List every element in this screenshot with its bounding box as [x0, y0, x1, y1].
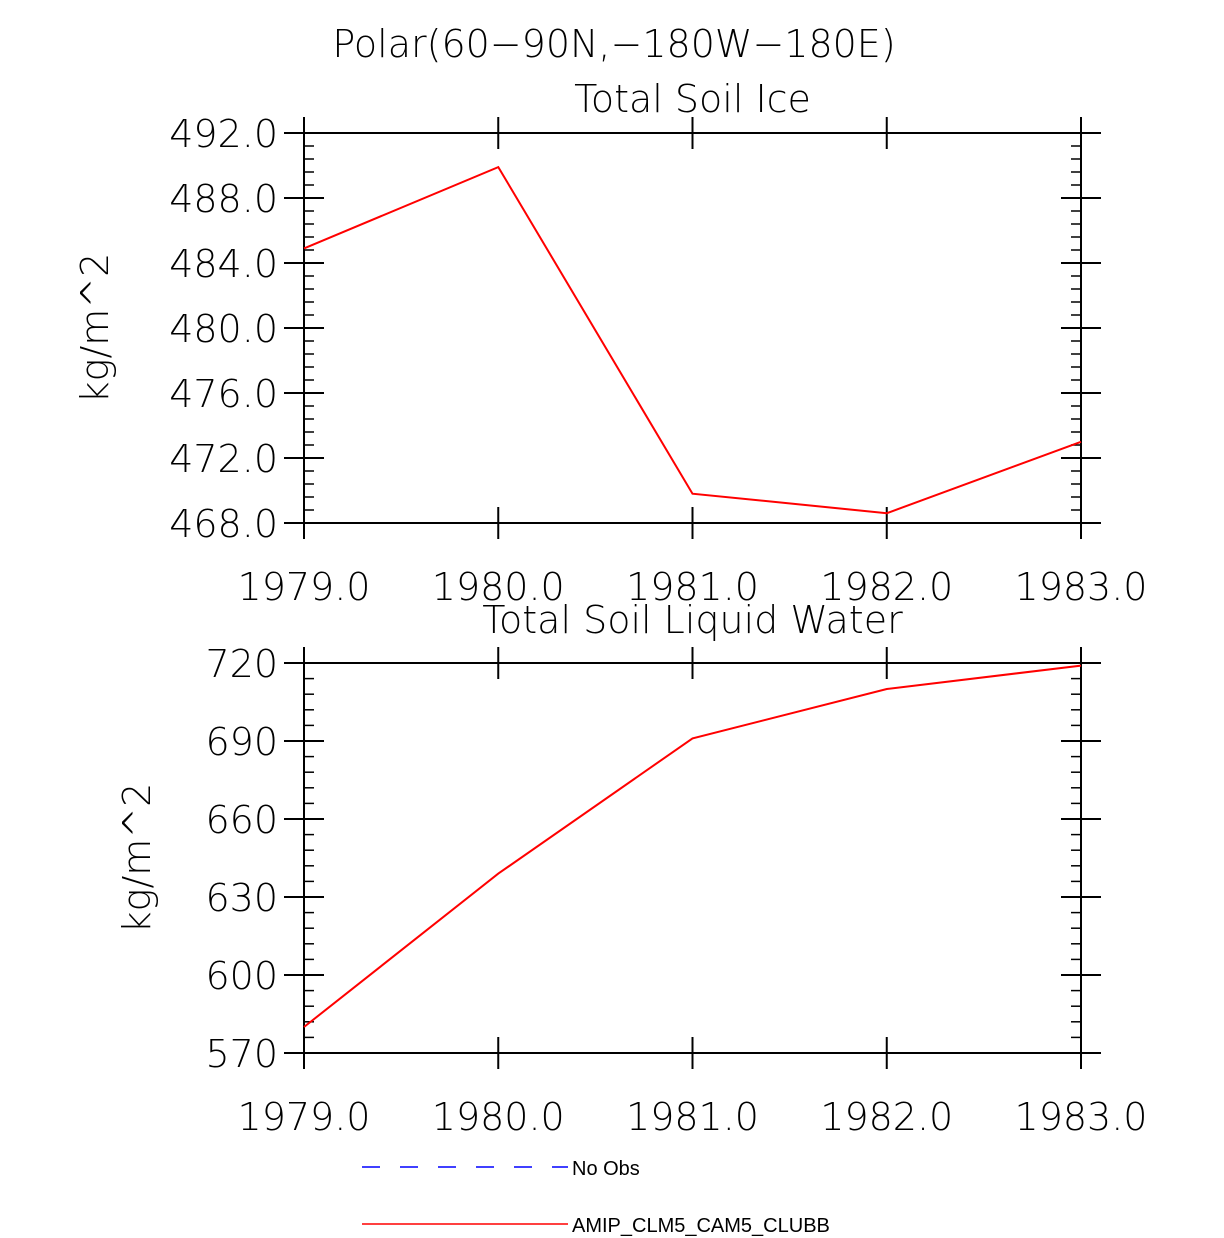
liquid-plot-frame [303, 662, 1082, 1054]
legend-label: No Obs [572, 1158, 640, 1180]
ice-plot-frame [303, 132, 1082, 524]
ice-x-tick-label: 1981.0 [626, 565, 759, 609]
liquid-x-tick-label: 1980.0 [432, 1095, 565, 1139]
ice-y-axis-label: kg/m^2 [73, 253, 117, 404]
liquid-panel: 570 600 630 660 690 720 1979.0 1980.0 1981.0 1982… [115, 598, 1147, 1139]
ice-y-tick-label: 480.0 [169, 307, 278, 351]
legend-label: AMIP_CLM5_CAM5_CLUBB [572, 1215, 830, 1237]
legend: No Obs AMIP_CLM5_CAM5_CLUBB [362, 1158, 830, 1237]
liquid-y-axis-label: kg/m^2 [115, 783, 159, 934]
ice-panel: 468.0 472.0 476.0 480.0 484.0 488.0 492.0 1979.… [73, 77, 1147, 609]
ice-y-tick-label: 484.0 [169, 242, 278, 286]
ice-panel-title: Total Soil Ice [574, 77, 811, 121]
ice-x-tick-label: 1980.0 [432, 565, 565, 609]
liquid-y-tick-label: 690 [205, 720, 278, 764]
figure-title: Polar(60−90N,−180W−180E) [332, 22, 895, 66]
liquid-y-tick-label: 720 [205, 642, 278, 686]
liquid-series-line [303, 664, 1082, 1028]
liquid-x-tick-label: 1983.0 [1015, 1095, 1148, 1139]
liquid-y-tick-label: 630 [205, 876, 278, 920]
ice-y-tick-label: 492.0 [169, 112, 278, 156]
liquid-x-tick-label: 1982.0 [820, 1095, 953, 1139]
ice-y-tick-label: 476.0 [169, 372, 278, 416]
liquid-y-tick-label: 570 [205, 1032, 278, 1076]
ice-x-tick-label: 1982.0 [820, 565, 953, 609]
ice-x-tick-label: 1979.0 [238, 565, 371, 609]
ice-y-tick-label: 488.0 [169, 177, 278, 221]
ice-x-tick-label: 1983.0 [1015, 565, 1148, 609]
liquid-panel-title: Total Soil Liquid Water [482, 598, 903, 642]
ice-y-tick-label: 472.0 [169, 437, 278, 481]
liquid-y-tick-label: 600 [205, 954, 278, 998]
ice-series-line [303, 165, 1082, 515]
liquid-y-tick-label: 660 [205, 798, 278, 842]
ice-y-tick-label: 468.0 [169, 502, 278, 546]
liquid-x-tick-label: 1981.0 [626, 1095, 759, 1139]
liquid-x-tick-label: 1979.0 [238, 1095, 371, 1139]
